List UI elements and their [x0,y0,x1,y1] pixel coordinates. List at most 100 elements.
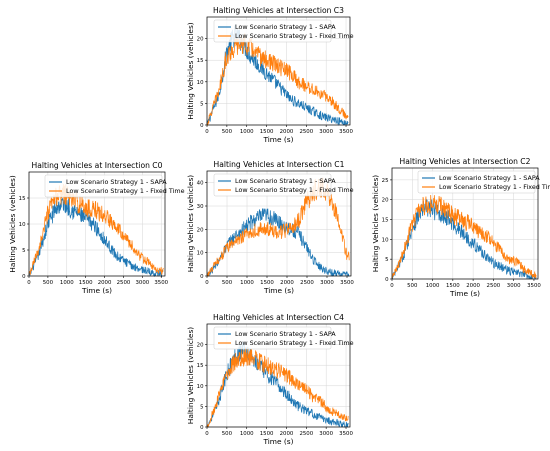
y-tick-label: 0 [385,277,389,283]
fixed-time-series-line [206,33,349,127]
y-tick-label: 20 [197,37,204,43]
y-tick-label: 10 [382,237,389,243]
legend-box [213,173,332,197]
legend-box [213,326,332,350]
sapa-series-line [206,341,349,428]
legend-box [213,19,332,43]
x-tick-label: 3500 [527,283,541,289]
y-tick-label: 5 [200,404,203,410]
x-tick-label: 3000 [319,129,333,135]
y-tick-label: 0 [200,274,204,280]
y-tick-label: 5 [22,248,25,254]
x-tick-label: 2500 [300,280,314,286]
x-tick-label: 0 [205,431,209,437]
legend-label-sapa: Low Scenario Strategy 1 - SAPA [66,178,167,186]
x-tick-label: 500 [43,280,54,286]
fixed-time-series-line [391,195,537,279]
y-tick-label: 15 [197,363,204,369]
y-axis-label: Halting Vehicles (vehicles) [8,175,17,273]
legend-label-sapa: Low Scenario Strategy 1 - SAPA [439,174,540,182]
x-tick-label: 0 [390,283,394,289]
plot-frame [206,323,351,428]
chart-title: Halting Vehicles at Intersection C4 [213,313,344,322]
y-tick-label: 25 [382,178,389,184]
x-tick-label: 500 [222,129,233,135]
legend-label-sapa: Low Scenario Strategy 1 - SAPA [235,330,336,338]
chart-c3: 0 500 1000 1500 2000 2500 3000 350005101520Halt… [186,6,354,144]
y-tick-label: 20 [197,343,204,349]
fixed-time-series-line [206,347,349,428]
x-tick-label: 1500 [79,280,93,286]
x-tick-label: 0 [27,280,31,286]
x-axis-label: Time (s) [262,135,293,144]
y-tick-label: 15 [197,58,204,64]
chart-c0: 0 500 1000 1500 2000 2500 3000 3500051015Haltin… [8,161,185,295]
legend-label-sapa: Low Scenario Strategy 1 - SAPA [235,23,336,31]
y-tick-label: 5 [385,257,388,263]
y-tick-label: 0 [22,274,26,280]
sapa-series-line [206,208,350,277]
x-tick-label: 500 [222,431,233,437]
x-tick-label: 3000 [507,283,521,289]
y-axis-label: Halting Vehicles (vehicles) [186,175,195,273]
y-tick-label: 0 [200,425,204,431]
x-axis-label: Time (s) [81,286,112,295]
plot-frame [206,170,352,277]
sapa-series-line [28,194,164,278]
x-tick-label: 0 [205,129,209,135]
x-tick-label: 1000 [240,431,254,437]
y-tick-label: 10 [197,80,204,86]
legend-box [44,174,163,198]
legend-label-fixed-time: Low Scenario Strategy 1 - Fixed Time [66,187,185,195]
y-tick-label: 40 [197,181,204,187]
legend-label-fixed-time: Low Scenario Strategy 1 - Fixed Time [235,32,354,40]
x-axis-label: Time (s) [262,437,293,446]
chart-title: Halting Vehicles at Intersection C2 [400,157,531,166]
x-tick-label: 2500 [117,280,131,286]
chart-c1: 0 500 1000 1500 2000 2500 3000 3500010203040Hal… [186,160,354,295]
x-tick-label: 3000 [319,431,333,437]
x-tick-label: 1500 [260,280,274,286]
x-tick-label: 1500 [260,431,274,437]
legend-label-fixed-time: Low Scenario Strategy 1 - Fixed Time [235,186,354,194]
x-tick-label: 1000 [426,283,440,289]
chart-c4: 0 500 1000 1500 2000 2500 3000 350005101520Halt… [186,313,354,446]
x-tick-label: 0 [205,280,209,286]
y-axis-label: Halting Vehicles (vehicles) [371,175,380,273]
x-tick-label: 3000 [135,280,149,286]
x-tick-label: 1500 [260,129,274,135]
x-tick-label: 1500 [446,283,460,289]
x-axis-label: Time (s) [449,289,480,298]
y-tick-label: 10 [197,251,204,257]
y-axis-label: Halting Vehicles (vehicles) [186,327,195,425]
legend-label-fixed-time: Low Scenario Strategy 1 - Fixed Time [439,183,550,191]
legend-label-sapa: Low Scenario Strategy 1 - SAPA [235,177,336,185]
plot-frame [206,16,351,126]
x-tick-label: 2000 [98,280,112,286]
y-tick-label: 30 [197,204,204,210]
x-tick-label: 1000 [240,129,254,135]
y-tick-label: 15 [19,196,26,202]
x-tick-label: 3500 [339,129,353,135]
fixed-time-series-line [28,184,164,276]
chart-title: Halting Vehicles at Intersection C1 [214,160,345,169]
x-tick-label: 2000 [280,280,294,286]
y-tick-label: 20 [382,198,389,204]
x-tick-label: 2000 [466,283,480,289]
y-tick-label: 10 [19,222,26,228]
x-tick-label: 3500 [154,280,168,286]
x-tick-label: 3500 [340,280,354,286]
x-tick-label: 1000 [240,280,254,286]
x-tick-label: 1000 [60,280,74,286]
x-tick-label: 2000 [280,431,294,437]
sapa-series-line [391,199,537,280]
chart-title: Halting Vehicles at Intersection C0 [32,161,163,170]
x-tick-label: 2500 [487,283,501,289]
y-tick-label: 0 [200,123,204,129]
